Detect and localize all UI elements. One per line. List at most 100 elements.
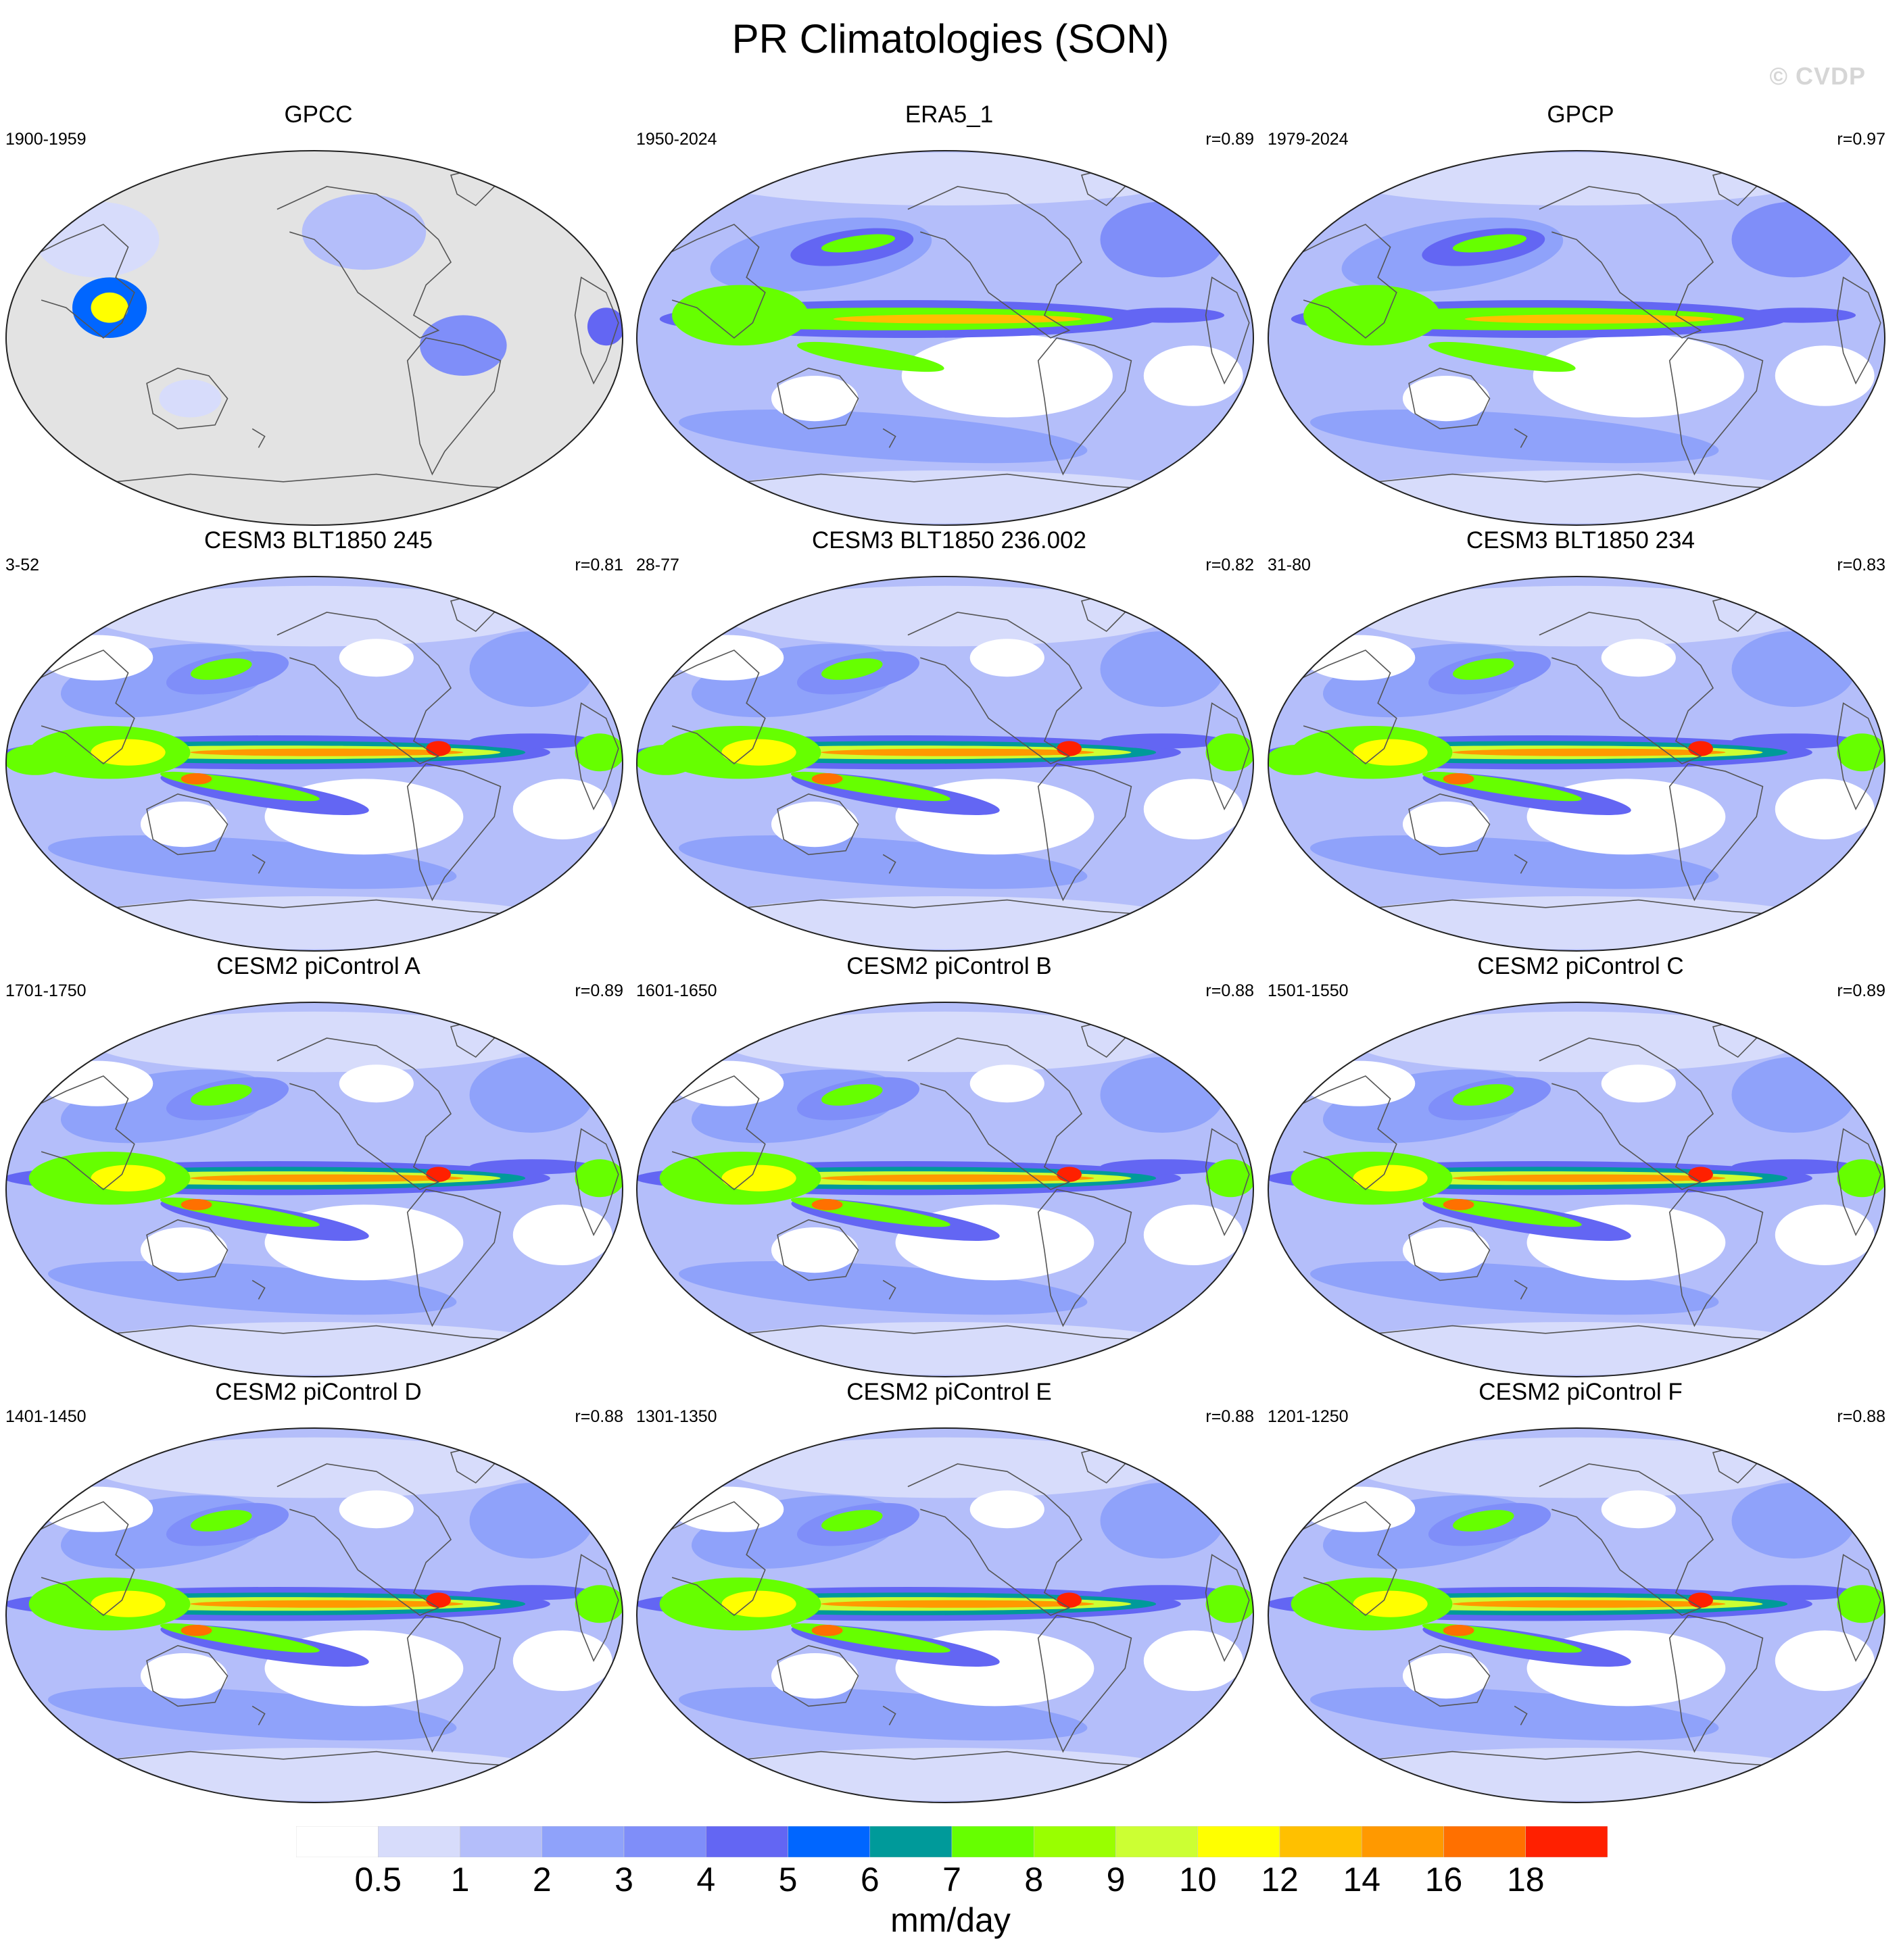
south-atlantic-dry-zone	[1143, 1204, 1243, 1265]
coastline	[574, 1128, 619, 1237]
coastline	[1297, 650, 1397, 765]
southeast-pacific-dry-zone	[901, 334, 1113, 418]
southern-stormtrack	[47, 1686, 457, 1741]
warm-pool-core	[1353, 1165, 1428, 1192]
california-dry-zone	[1601, 1490, 1676, 1529]
map-border	[636, 576, 1254, 952]
coastline	[882, 1279, 896, 1300]
colorbar-tick-label: 1	[450, 1861, 470, 1898]
spcz-max	[1443, 1625, 1474, 1636]
coastline	[406, 763, 502, 902]
coastline	[146, 367, 228, 430]
coastline	[1037, 763, 1132, 902]
asia-dry-zone	[1303, 1060, 1416, 1106]
coastline	[1408, 367, 1491, 430]
coastline	[34, 1075, 135, 1191]
southern-stormtrack	[678, 835, 1088, 889]
colorbar-tick-label: 18	[1506, 1861, 1545, 1898]
map-border	[1268, 576, 1885, 952]
spcz-core	[1428, 341, 1576, 372]
panama-max	[426, 1592, 451, 1608]
panel-period: 1950-2024	[636, 130, 717, 149]
panel-period: 3-52	[5, 556, 40, 574]
california-dry-zone	[1601, 639, 1676, 677]
coastline	[1408, 1219, 1491, 1281]
map-panel: ERA5_1 1950-2024 r=0.89	[635, 101, 1264, 526]
antarctic-dry-zone	[66, 1748, 563, 1801]
south-atlantic-dry-zone	[1143, 1630, 1243, 1691]
australia-dry-zone	[771, 1653, 859, 1699]
panama-max	[1057, 1167, 1082, 1182]
coastline	[116, 899, 526, 916]
australia-dry-zone	[1402, 802, 1490, 848]
coastline	[1668, 1615, 1764, 1753]
map-panel: CESM3 BLT1850 234 31-80 r=0.83	[1266, 527, 1895, 952]
antarctic-dry-zone	[1328, 896, 1825, 950]
coastline	[574, 276, 619, 385]
australia-dry-zone	[140, 802, 228, 848]
itcz-max	[1464, 314, 1713, 324]
coastline	[1037, 1615, 1132, 1753]
map-panel: CESM2 piControl B 1601-1650 r=0.88	[635, 953, 1264, 1377]
indian-ocean-rain	[6, 745, 66, 775]
panama-max	[1688, 741, 1713, 756]
spcz-max	[811, 773, 843, 785]
north-atlantic-stormtrack	[1100, 1057, 1225, 1133]
australia-dry-zone	[771, 376, 859, 422]
spcz-max	[811, 1199, 843, 1210]
map-panel: CESM2 piControl C 1501-1550 r=0.89	[1266, 953, 1895, 1377]
panel-period: 1900-1959	[5, 130, 87, 149]
africa-rain	[575, 1159, 623, 1198]
coastline	[882, 1705, 896, 1725]
coastline	[1836, 702, 1881, 811]
coastline	[1378, 473, 1788, 490]
coastline	[1836, 1128, 1881, 1237]
coastline	[1297, 1501, 1397, 1617]
coastline	[34, 224, 135, 339]
coastline	[1514, 428, 1528, 448]
atlantic-itcz	[469, 1159, 594, 1175]
australia-dry-zone	[771, 1227, 859, 1273]
panel-title: ERA5_1	[905, 101, 994, 128]
colorbar-tick-label: 10	[1178, 1861, 1217, 1898]
africa-rain	[1837, 733, 1885, 772]
coastline	[907, 1463, 1083, 1616]
coastline	[665, 1075, 766, 1191]
colorbar-box	[378, 1826, 460, 1857]
map-border	[1268, 150, 1885, 526]
itcz-max	[1452, 1174, 1726, 1182]
atlantic-itcz	[469, 1585, 594, 1600]
panel-title: CESM2 piControl B	[846, 953, 1052, 979]
arctic-dry-zone	[1353, 1011, 1800, 1073]
itcz-max	[833, 314, 1082, 324]
map-panel: CESM3 BLT1850 245 3-52 r=0.81	[4, 527, 633, 952]
panel-period: 28-77	[636, 556, 679, 574]
panel-title: CESM3 BLT1850 245	[204, 527, 433, 554]
panel-correlation: r=0.88	[1205, 981, 1254, 1000]
southern-stormtrack	[678, 1686, 1088, 1741]
coastline	[882, 854, 896, 874]
pacific-storm-max	[1453, 658, 1514, 680]
california-dry-zone	[339, 1064, 414, 1103]
north-atlantic-stormtrack	[469, 1483, 594, 1559]
atlantic-itcz	[1100, 1159, 1225, 1175]
atlantic-itcz	[469, 733, 594, 749]
colorbar-tick-label: 6	[860, 1861, 880, 1898]
coastline	[1539, 186, 1714, 339]
antarctic-dry-zone	[66, 896, 563, 950]
itcz-max	[821, 1600, 1094, 1608]
spcz-max	[181, 773, 212, 785]
coastline	[1205, 702, 1250, 811]
warm-pool-core	[721, 739, 796, 766]
coastline	[882, 428, 896, 448]
coastline	[746, 1750, 1157, 1767]
spcz-max	[1443, 773, 1474, 785]
california-dry-zone	[969, 639, 1044, 677]
pacific-storm-max	[191, 1510, 252, 1532]
warm-pool-core	[91, 1590, 166, 1617]
colorbar-tick-label: 3	[615, 1861, 633, 1898]
california-dry-zone	[339, 1490, 414, 1529]
africa-rain	[1205, 1585, 1253, 1623]
coastline	[251, 854, 266, 874]
coastline	[665, 224, 766, 339]
